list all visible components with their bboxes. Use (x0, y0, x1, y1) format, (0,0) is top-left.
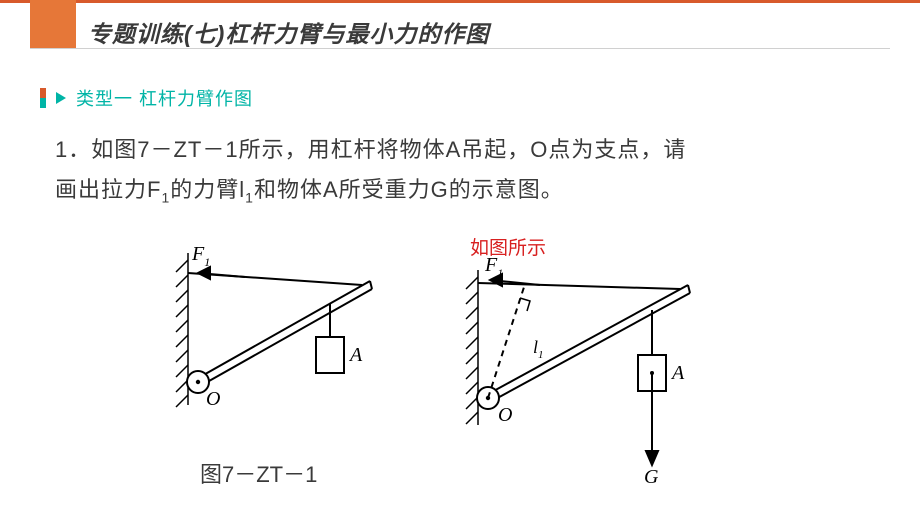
label-A: A (348, 344, 363, 366)
question-line2-b: 的力臂l (170, 177, 245, 202)
arrow-icon (56, 92, 66, 104)
top-accent-bar (0, 0, 920, 3)
question-line2-c: 和物体A所受重力G的示意图。 (254, 177, 564, 202)
diagram-left-svg: F1 A O (140, 225, 400, 435)
label-G: G (644, 466, 659, 488)
label-O-r: O (498, 404, 512, 426)
label-F-r-sub: 1 (497, 266, 503, 280)
label-O: O (206, 388, 220, 410)
figure-left: F1 A O (140, 225, 400, 440)
title-underline (30, 48, 890, 49)
category-row: 类型一 杠杆力臂作图 (40, 85, 253, 111)
category-label: 类型一 杠杆力臂作图 (76, 85, 253, 111)
title-left-block (30, 0, 76, 48)
question-line2-a: 画出拉力F (55, 177, 161, 202)
svg-text:F1: F1 (484, 254, 503, 280)
figure-caption: 图7－ZT－1 (200, 457, 317, 489)
question-sub1: 1 (161, 189, 170, 205)
diagram-right-svg: F1 l1 A O G (430, 225, 730, 495)
label-A-r: A (670, 362, 685, 384)
question-line1: 1．如图7－ZT－1所示，用杠杆将物体A吊起，O点为支点，请 (55, 137, 686, 162)
label-F-r: F (484, 254, 498, 276)
label-l1-sub: 1 (538, 349, 544, 361)
label-F: F (191, 243, 205, 265)
page-title: 专题训练(七)杠杆力臂与最小力的作图 (88, 15, 489, 49)
category-color-bar (40, 88, 46, 108)
figures-container: F1 A O 如图所示 (100, 225, 820, 495)
question-sub2: 1 (245, 189, 254, 205)
question-text: 1．如图7－ZT－1所示，用杠杆将物体A吊起，O点为支点，请 画出拉力F1的力臂… (55, 130, 875, 217)
figure-right: F1 l1 A O G (430, 225, 730, 500)
svg-text:l1: l1 (533, 337, 544, 361)
svg-text:F1: F1 (191, 243, 210, 269)
label-F-sub: 1 (204, 255, 210, 269)
